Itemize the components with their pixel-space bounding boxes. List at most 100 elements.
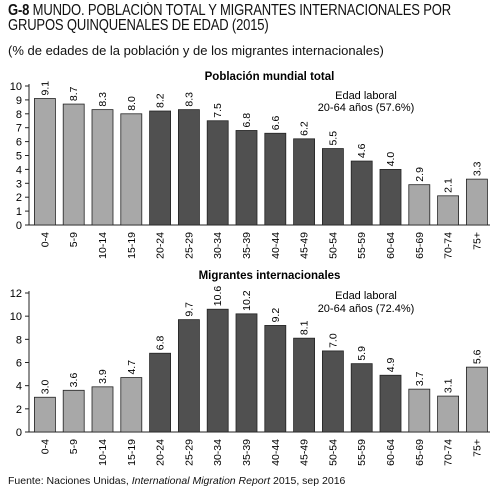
y-tick-label: 0 [16, 427, 22, 439]
data-label: 3.1 [443, 378, 455, 393]
data-label: 8.0 [126, 96, 138, 111]
x-tick-label: 35-39 [241, 439, 253, 466]
x-tick-label: 50-54 [327, 439, 339, 466]
bar [264, 132, 287, 226]
data-label: 3.3 [471, 161, 483, 176]
y-tick-label: 7 [16, 123, 22, 135]
data-label: 4.0 [385, 152, 397, 167]
source-work: International Migration Report [131, 475, 271, 487]
x-tick-label: 15-19 [126, 232, 138, 259]
bar [120, 377, 143, 433]
y-tick-label: 12 [10, 288, 22, 300]
x-tick-label: 30-34 [212, 439, 224, 466]
data-label: 10.6 [212, 286, 224, 307]
y-tick-label: 1 [16, 206, 22, 218]
bar [91, 109, 114, 226]
x-tick-label: 55-59 [356, 439, 368, 466]
y-tick-label: 5 [16, 151, 22, 163]
x-tick-label: 25-29 [183, 439, 195, 466]
data-label: 10.2 [241, 290, 253, 311]
x-tick-label: 20-24 [155, 232, 167, 259]
bar [149, 352, 172, 433]
bar [437, 195, 460, 226]
x-tick-label: 75+ [471, 439, 483, 457]
x-tick-label: 50-54 [327, 232, 339, 259]
data-label: 8.3 [183, 92, 195, 107]
bar [465, 178, 488, 226]
data-label: 3.6 [68, 373, 80, 388]
bar [350, 363, 373, 433]
x-tick-label: 5-9 [68, 439, 80, 454]
bar [206, 120, 229, 226]
data-label: 6.6 [270, 116, 282, 131]
bar [149, 110, 172, 226]
data-label: 9.1 [39, 81, 51, 96]
figure-subtitle: (% de edades de la población y de los mi… [8, 43, 384, 58]
source-note: Fuente: Naciones Unidas, International M… [8, 475, 345, 487]
bar [34, 98, 56, 226]
figure-code: G-8 [8, 2, 30, 19]
x-tick-label: 70-74 [443, 439, 455, 466]
data-label: 6.8 [241, 113, 253, 128]
bar [177, 109, 200, 226]
data-label: 5.9 [356, 346, 368, 361]
page-title: G-8 MUNDO. POBLACIÓN TOTAL Y MIGRANTES I… [8, 2, 495, 34]
bar [379, 168, 402, 226]
y-tick-label: 2 [16, 404, 22, 416]
x-tick-label: 40-44 [270, 232, 282, 259]
y-tick-label: 6 [16, 137, 22, 149]
annotation-line: Edad laboral [335, 290, 397, 302]
bar [321, 148, 344, 226]
data-label: 9.2 [270, 308, 282, 323]
y-tick-label: 6 [16, 358, 22, 370]
x-tick-label: 0-4 [39, 439, 51, 454]
bar [120, 113, 143, 226]
x-tick-label: 30-34 [212, 232, 224, 259]
y-tick-label: 0 [16, 220, 22, 232]
bar [34, 396, 56, 433]
data-label: 4.9 [385, 357, 397, 372]
x-tick-label: 45-49 [299, 232, 311, 259]
y-tick-label: 9 [16, 95, 22, 107]
bar [235, 313, 258, 433]
x-tick-label: 55-59 [356, 232, 368, 259]
x-tick-label: 5-9 [68, 232, 80, 247]
chart-title: Población mundial total [205, 71, 335, 83]
x-tick-label: 70-74 [443, 232, 455, 259]
data-label: 5.6 [471, 349, 483, 364]
bar [408, 388, 431, 433]
data-label: 8.3 [97, 92, 109, 107]
bar [408, 184, 431, 226]
data-label: 5.5 [327, 131, 339, 146]
bar [293, 337, 316, 433]
x-tick-label: 60-64 [385, 439, 397, 466]
y-tick-label: 10 [10, 311, 22, 323]
bar [264, 325, 287, 433]
bar [62, 103, 85, 226]
y-tick-label: 4 [16, 381, 22, 393]
bar [465, 366, 488, 433]
annotation-line: 20-64 años (72.4%) [318, 303, 415, 315]
data-label: 8.2 [155, 93, 167, 108]
chart-title: Migrantes internacionales [199, 270, 341, 282]
source-suffix: 2015, sep 2016 [270, 475, 346, 487]
x-tick-label: 35-39 [241, 232, 253, 259]
x-tick-label: 75+ [471, 232, 483, 250]
data-label: 3.9 [97, 369, 109, 384]
y-tick-label: 10 [10, 81, 22, 93]
data-label: 9.7 [183, 302, 195, 317]
data-label: 2.9 [414, 167, 426, 182]
chart-header: G-8 MUNDO. POBLACIÓN TOTAL Y MIGRANTES I… [8, 2, 495, 34]
x-tick-label: 10-14 [97, 232, 109, 259]
data-label: 8.1 [299, 320, 311, 335]
y-tick-label: 4 [16, 164, 22, 176]
data-label: 8.7 [68, 86, 80, 101]
bar [177, 319, 200, 433]
x-tick-label: 60-64 [385, 232, 397, 259]
y-tick-label: 8 [16, 109, 22, 121]
x-tick-label: 20-24 [155, 439, 167, 466]
bar [437, 395, 460, 433]
x-tick-label: 10-14 [97, 439, 109, 466]
